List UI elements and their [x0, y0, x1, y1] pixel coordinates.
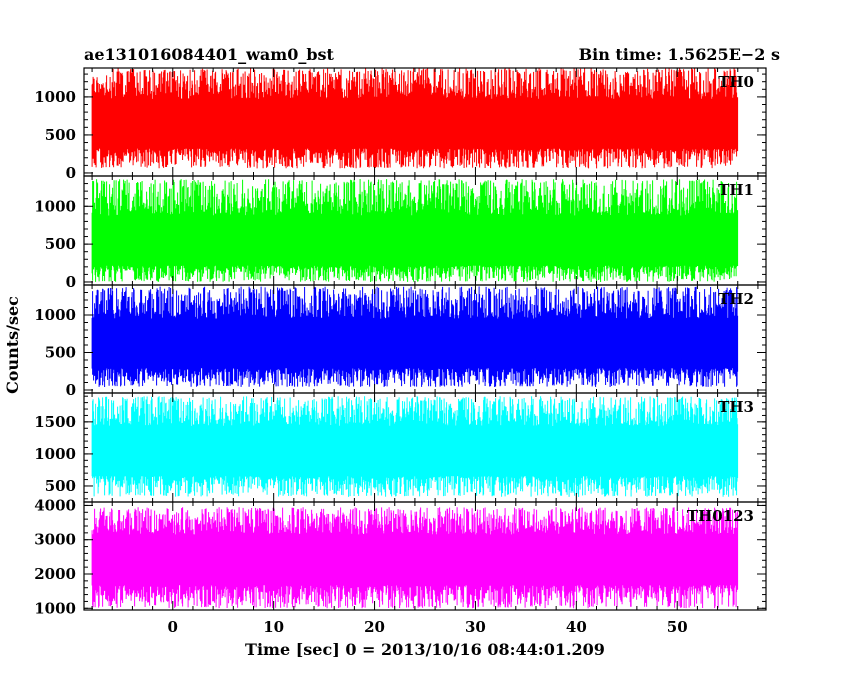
x-axis-label: Time [sec] 0 = 2013/10/16 08:44:01.209	[245, 640, 605, 659]
y-tick-label: 4000	[34, 496, 76, 514]
y-tick-label: 0	[66, 164, 76, 182]
panel-th0: 0 500 1000 TH0	[34, 67, 767, 182]
y-tick-label: 500	[45, 477, 76, 495]
y-tick-label: 1000	[34, 306, 76, 324]
panel-label: TH1	[718, 181, 754, 199]
y-tick-label: 1500	[34, 413, 76, 431]
x-tick-label: 0	[168, 618, 178, 636]
y-tick-label: 2000	[34, 565, 76, 583]
y-tick-label: 1000	[34, 197, 76, 215]
series-line-th0123	[91, 507, 739, 609]
y-tick-label: 0	[66, 273, 76, 291]
y-tick-label: 1000	[34, 599, 76, 617]
panel-label: TH0123	[687, 507, 754, 525]
panel-label: TH2	[718, 290, 754, 308]
panel-label: TH3	[718, 398, 754, 416]
panel-label: TH0	[718, 73, 754, 91]
y-tick-label: 1000	[34, 88, 76, 106]
panel-frame	[83, 501, 767, 611]
panel-th1: 0 500 1000 TH1	[34, 175, 767, 291]
series-line-th1	[91, 179, 739, 282]
x-tick-label: 30	[465, 618, 486, 636]
y-tick-label: 3000	[34, 531, 76, 549]
y-tick-label: 1000	[34, 445, 76, 463]
series-line-th3	[91, 396, 739, 497]
chart-title-right: Bin time: 1.5625E−2 s	[579, 45, 780, 64]
y-tick-label: 0	[66, 381, 76, 399]
x-tick-label: 40	[566, 618, 587, 636]
y-tick-label: 500	[45, 344, 76, 362]
x-tick-label: 10	[263, 618, 284, 636]
series-line-th0	[91, 68, 739, 169]
panel-th2: 0 500 1000 TH2	[34, 284, 767, 399]
y-tick-label: 500	[45, 235, 76, 253]
x-tick-label: 50	[667, 618, 688, 636]
series-line-th2	[91, 286, 739, 387]
y-axis-label: Counts/sec	[3, 296, 22, 394]
chart-title-left: ae131016084401_wam0_bst	[84, 45, 335, 64]
x-tick-label: 20	[364, 618, 385, 636]
y-tick-label: 500	[45, 126, 76, 144]
panel-th0123: 1000 2000 3000 4000 TH0123	[34, 496, 767, 617]
panel-th3: 500 1000 1500 TH3	[34, 392, 767, 503]
